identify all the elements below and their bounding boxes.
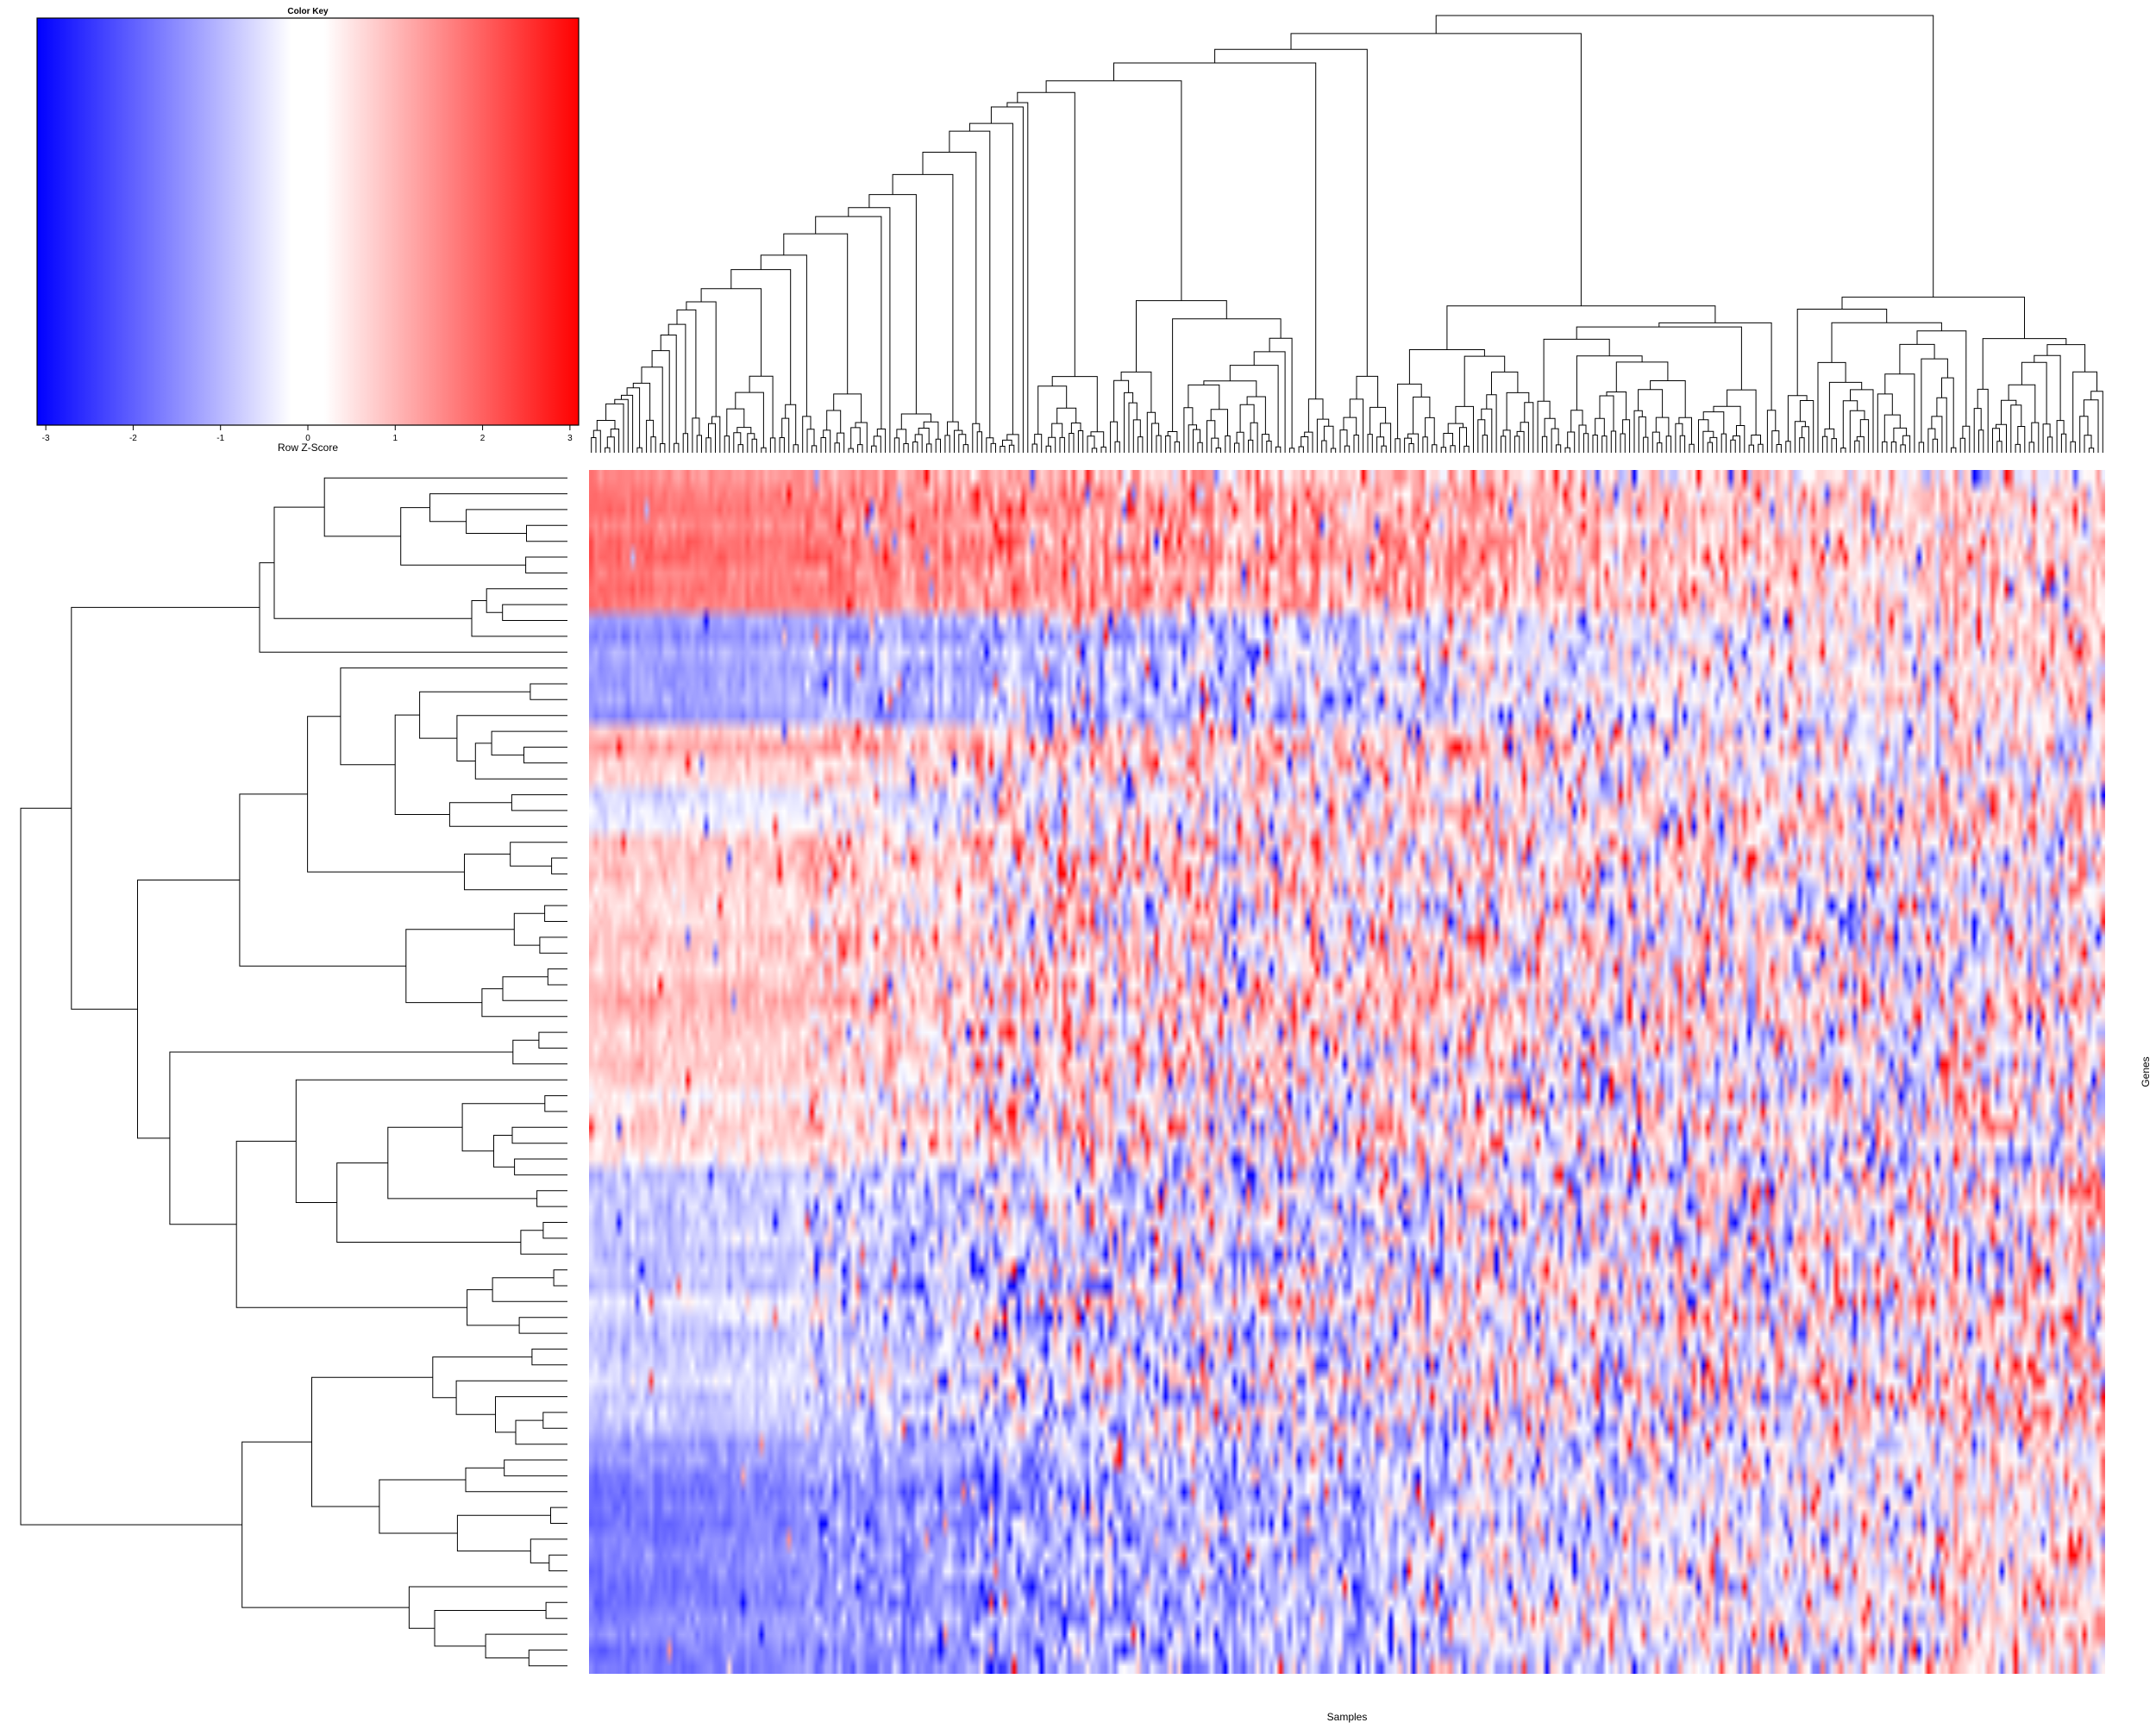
color-key-title: Color Key — [287, 7, 329, 16]
color-key-tick-label: -2 — [129, 434, 137, 443]
row-dendrogram-branches — [20, 477, 567, 1667]
color-key-tick-label: 2 — [480, 434, 486, 443]
color-key-label: Row Z-Score — [278, 442, 338, 454]
color-key-gradient — [36, 17, 580, 426]
color-key-tick-label: -3 — [42, 434, 50, 443]
column-dendrogram-branches — [591, 15, 2103, 453]
row-dendrogram — [20, 477, 567, 1667]
color-key-tick-label: -1 — [216, 434, 224, 443]
color-key-tick-label: 1 — [393, 434, 398, 443]
heatmap-cells — [589, 470, 2105, 1674]
color-key-tick-label: 0 — [305, 434, 310, 443]
color-key: Color Key -3 -2 -1 0 1 2 3 Row Z-Score — [36, 7, 580, 454]
x-axis-label: Samples — [1327, 1711, 1368, 1723]
column-dendrogram — [591, 15, 2103, 453]
color-key-tick-label: 3 — [567, 434, 573, 443]
color-key-ticks: -3 -2 -1 0 1 2 3 — [42, 425, 573, 443]
y-axis-label: Genes — [2140, 1056, 2152, 1087]
